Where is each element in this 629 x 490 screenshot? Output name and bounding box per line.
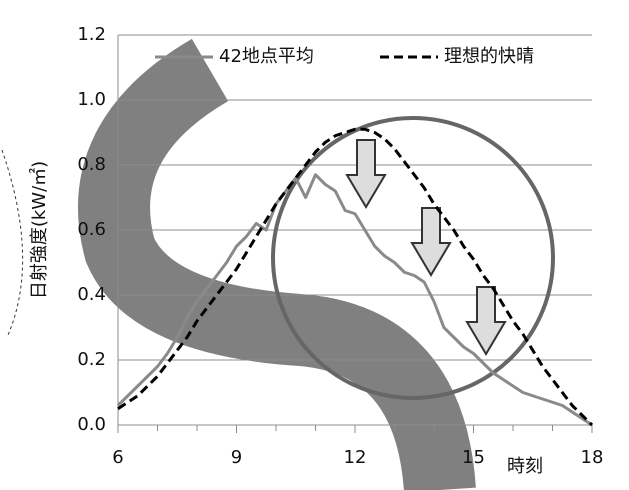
- chart: 日射強度(kW/㎡) 時刻 0.0 0.2 0.4 0.6 0.8 1.0 1.2 6 9 12 1…: [0, 0, 629, 490]
- y-tick-label: 0.2: [77, 349, 106, 370]
- x-tick-label: 6: [112, 447, 123, 468]
- decor-s-band: [114, 70, 440, 490]
- arrow: [467, 287, 505, 354]
- y-tick-label: 0.8: [77, 154, 106, 175]
- x-tick-label: 12: [344, 447, 367, 468]
- x-tick-label: 9: [231, 447, 242, 468]
- legend-label: 理想的快晴: [444, 46, 534, 67]
- y-tick-label: 0.0: [77, 414, 106, 435]
- x-tick-label: 18: [581, 447, 604, 468]
- decor-arc: [2, 150, 23, 335]
- y-tick-label: 0.6: [77, 219, 106, 240]
- arrow: [412, 208, 450, 275]
- x-tick-label: 15: [462, 447, 485, 468]
- legend-label: 42地点平均: [219, 46, 314, 67]
- y-tick-label: 0.4: [77, 284, 106, 305]
- arrow: [347, 140, 385, 207]
- y-tick-label: 1.0: [77, 89, 106, 110]
- y-tick-label: 1.2: [77, 24, 106, 45]
- x-axis-label: 時刻: [507, 456, 543, 477]
- y-axis-label: 日射強度(kW/㎡): [28, 161, 50, 299]
